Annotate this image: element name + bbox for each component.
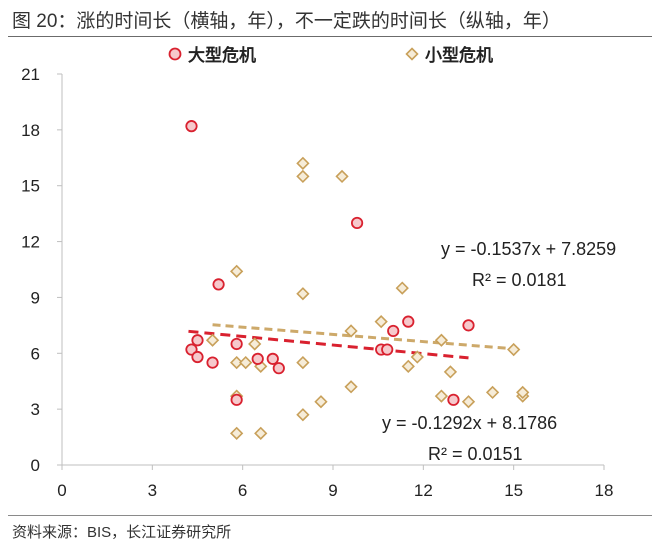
small-crisis-point <box>230 264 244 278</box>
small-crisis-point <box>296 408 310 422</box>
small-crisis-point <box>314 395 328 409</box>
small-crisis-point <box>344 380 358 394</box>
source-divider <box>8 515 652 516</box>
x-tick-label: 18 <box>595 481 614 500</box>
legend-diamond-marker <box>405 46 419 61</box>
small-crisis-point <box>410 350 424 364</box>
trend-equation-small-crisis: y = -0.1292x + 8.1786 <box>382 413 557 433</box>
large-crisis-point <box>185 120 198 133</box>
title-divider <box>8 36 652 37</box>
large-crisis-point <box>447 393 460 406</box>
large-crisis-point <box>230 393 243 406</box>
small-crisis-point <box>461 395 476 409</box>
small-crisis-point <box>374 315 388 329</box>
small-crisis-point <box>401 359 415 373</box>
y-tick-label: 15 <box>21 177 40 196</box>
small-crisis-point <box>239 355 253 370</box>
large-crisis-point <box>350 216 364 230</box>
small-crisis-point <box>485 385 500 400</box>
large-crisis-point <box>251 352 264 365</box>
x-tick-label: 0 <box>57 481 66 500</box>
trend-equation-large-crisis: y = -0.1537x + 7.8259 <box>441 239 616 259</box>
small-crisis-point <box>344 324 358 338</box>
legend-item-large-crisis: 大型危机 <box>168 41 256 66</box>
small-crisis-point <box>395 281 409 295</box>
y-tick-label: 3 <box>31 400 40 419</box>
legend-label-large-crisis: 大型危机 <box>188 46 256 65</box>
large-crisis-point <box>387 324 400 338</box>
legend-circle-marker <box>168 47 182 60</box>
small-crisis-point <box>296 156 310 171</box>
small-crisis-point <box>443 365 458 379</box>
trend-r2-small-crisis: R² = 0.0151 <box>428 444 523 464</box>
small-crisis-point <box>296 169 310 184</box>
large-crisis-point <box>266 352 279 365</box>
small-crisis-point <box>507 342 521 357</box>
small-crisis-point <box>434 389 449 403</box>
y-tick-label: 21 <box>21 65 40 84</box>
small-crisis-point <box>230 355 244 370</box>
source-note: 资料来源：BIS，长江证券研究所 <box>12 524 232 541</box>
y-tick-label: 9 <box>31 288 40 307</box>
legend-label-small-crisis: 小型危机 <box>425 46 493 65</box>
small-crisis-point <box>254 426 268 440</box>
small-crisis-point <box>248 337 262 351</box>
small-crisis-point <box>434 333 449 347</box>
small-crisis-point <box>335 169 349 184</box>
small-crisis-point <box>205 333 220 347</box>
small-crisis-point <box>230 426 244 440</box>
large-crisis-point <box>381 343 394 356</box>
x-tick-label: 12 <box>414 481 433 500</box>
chart-legend: 大型危机 小型危机 <box>0 41 660 65</box>
small-crisis-point <box>516 385 530 400</box>
large-crisis-point <box>462 319 475 332</box>
large-crisis-point <box>402 315 415 328</box>
x-tick-label: 9 <box>328 481 337 500</box>
large-crisis-point <box>206 356 219 369</box>
x-tick-label: 15 <box>504 481 523 500</box>
x-tick-label: 3 <box>148 481 157 500</box>
legend-item-small-crisis: 小型危机 <box>405 41 493 66</box>
large-crisis-point <box>212 278 225 291</box>
y-tick-label: 6 <box>31 344 40 363</box>
large-crisis-point <box>191 334 204 347</box>
y-tick-label: 12 <box>21 233 40 252</box>
small-crisis-point <box>296 287 310 301</box>
trend-r2-large-crisis: R² = 0.0181 <box>472 270 567 290</box>
figure-title: 图 20：涨的时间长（横轴，年），不一定跌的时间长（纵轴，年） <box>12 11 561 32</box>
large-crisis-point <box>191 350 204 364</box>
large-crisis-point <box>230 337 243 351</box>
large-crisis-point <box>272 362 285 375</box>
y-tick-label: 18 <box>21 121 40 140</box>
small-crisis-point <box>296 355 310 370</box>
trendline-large-crisis <box>188 329 469 360</box>
x-tick-label: 6 <box>238 481 247 500</box>
y-tick-label: 0 <box>31 456 40 475</box>
